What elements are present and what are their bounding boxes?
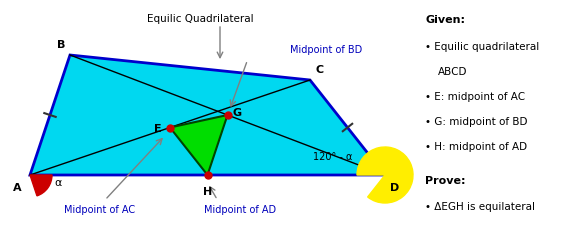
Text: Equilic Quadrilateral: Equilic Quadrilateral: [147, 14, 253, 24]
Polygon shape: [30, 55, 385, 175]
Text: Midpoint of BD: Midpoint of BD: [290, 45, 362, 55]
Text: Prove:: Prove:: [425, 176, 465, 186]
Text: • G: midpoint of BD: • G: midpoint of BD: [425, 117, 528, 127]
Text: • ΔEGH is equilateral: • ΔEGH is equilateral: [425, 202, 535, 212]
Text: α: α: [55, 178, 62, 188]
Text: D: D: [390, 183, 399, 193]
Text: • H: midpoint of AD: • H: midpoint of AD: [425, 142, 527, 152]
Text: ABCD: ABCD: [438, 67, 468, 77]
Text: A: A: [13, 183, 22, 193]
Text: Midpoint of AC: Midpoint of AC: [65, 205, 135, 215]
Wedge shape: [357, 147, 413, 203]
Text: • Equilic quadrilateral: • Equilic quadrilateral: [425, 42, 540, 52]
Text: C: C: [315, 65, 323, 75]
Text: H: H: [203, 187, 212, 197]
Text: 120° - α: 120° - α: [313, 152, 353, 162]
Text: Midpoint of AD: Midpoint of AD: [204, 205, 276, 215]
Text: G: G: [233, 108, 242, 118]
Text: E: E: [154, 124, 162, 135]
Polygon shape: [170, 115, 228, 175]
Text: • E: midpoint of AC: • E: midpoint of AC: [425, 92, 525, 102]
Wedge shape: [30, 175, 52, 196]
Text: Given:: Given:: [425, 15, 465, 25]
Text: B: B: [57, 40, 65, 50]
